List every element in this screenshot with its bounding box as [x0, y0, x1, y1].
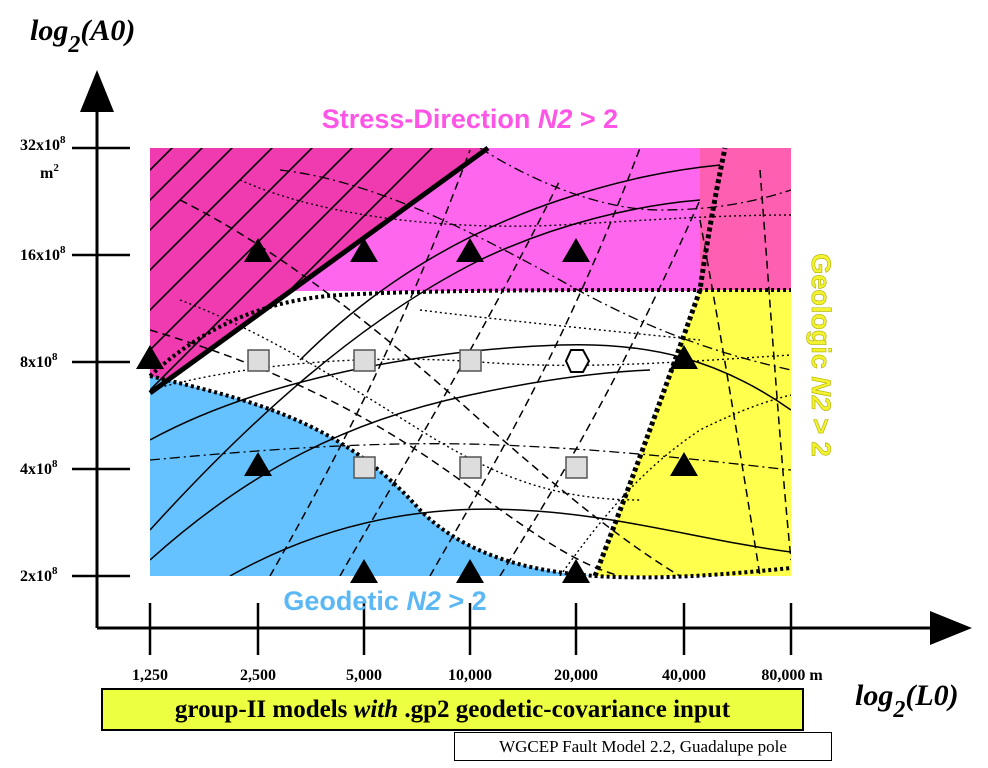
triangle-marker	[456, 238, 484, 262]
triangle-marker	[670, 345, 698, 369]
stress-region-label: Stress-Direction N2 > 2	[322, 104, 618, 134]
x-ticks	[148, 603, 793, 655]
triangle-marker	[562, 559, 590, 583]
geologic-region	[595, 290, 791, 576]
caption-banner: group-II models with .gp2 geodetic-covar…	[101, 688, 804, 731]
y-tick-label: 8x108	[20, 351, 58, 371]
y-tick-label: 4x108	[20, 458, 58, 478]
y-axis-title: log2(A0)	[30, 14, 135, 58]
x-tick-labels: 1,250 2,500 5,000 10,000 20,000 40,000 8…	[132, 667, 823, 684]
y-tick-label: 2x108	[20, 565, 58, 585]
triangle-markers	[136, 238, 698, 583]
geologic-boundary	[592, 147, 728, 577]
hatch-lines	[150, 148, 488, 393]
x-tick-label: 2,500	[240, 667, 276, 684]
geodetic-region-label: Geodetic N2 > 2	[283, 586, 486, 616]
y-ticks	[72, 146, 130, 578]
triangle-marker	[350, 559, 378, 583]
overlap-region	[700, 148, 791, 291]
triangle-marker	[244, 238, 272, 262]
square-marker	[353, 456, 376, 479]
x-tick-label: 10,000	[448, 667, 492, 684]
x-tick-label: 40,000	[662, 667, 706, 684]
stress-boundary	[148, 288, 791, 378]
triangle-marker	[244, 452, 272, 476]
y-tick-labels: 32x108 m2 16x108 8x108 4x108 2x108	[20, 134, 66, 585]
x-tick-label: 5,000	[346, 667, 382, 684]
hexagon-marker	[564, 349, 591, 373]
triangle-marker	[350, 238, 378, 262]
geologic-region-label: Geologic N2 > 2	[806, 253, 836, 456]
triangle-marker	[562, 238, 590, 262]
caption-text-1: group-II models	[174, 696, 354, 723]
triangle-marker	[136, 345, 164, 369]
triangle-marker	[670, 452, 698, 476]
caption-text-3: .gp2 geodetic-covariance input	[398, 696, 731, 723]
square-marker	[247, 349, 270, 372]
square-marker	[565, 456, 588, 479]
triangle-marker	[456, 559, 484, 583]
x-axis-title: log2(L0)	[855, 679, 959, 723]
caption-text-2: with	[353, 696, 399, 723]
square-marker	[459, 349, 482, 372]
x-axis-arrowhead	[930, 611, 972, 645]
square-markers	[247, 349, 588, 479]
y-tick-label: 16x108	[20, 244, 66, 264]
square-marker	[459, 456, 482, 479]
geodetic-boundary	[149, 374, 792, 580]
axes	[95, 100, 938, 630]
model-note: WGCEP Fault Model 2.2, Guadalupe pole	[454, 732, 832, 761]
y-unit-label: m2	[40, 162, 59, 182]
y-tick-label: 32x108	[20, 134, 66, 154]
square-marker	[353, 349, 376, 372]
y-axis-arrowhead	[80, 70, 114, 112]
hatch-boundary	[148, 145, 490, 396]
x-tick-label: 80,000 m	[761, 667, 823, 684]
region-boundaries	[148, 145, 792, 580]
x-tick-label: 1,250	[132, 667, 168, 684]
x-tick-label: 20,000	[554, 667, 598, 684]
